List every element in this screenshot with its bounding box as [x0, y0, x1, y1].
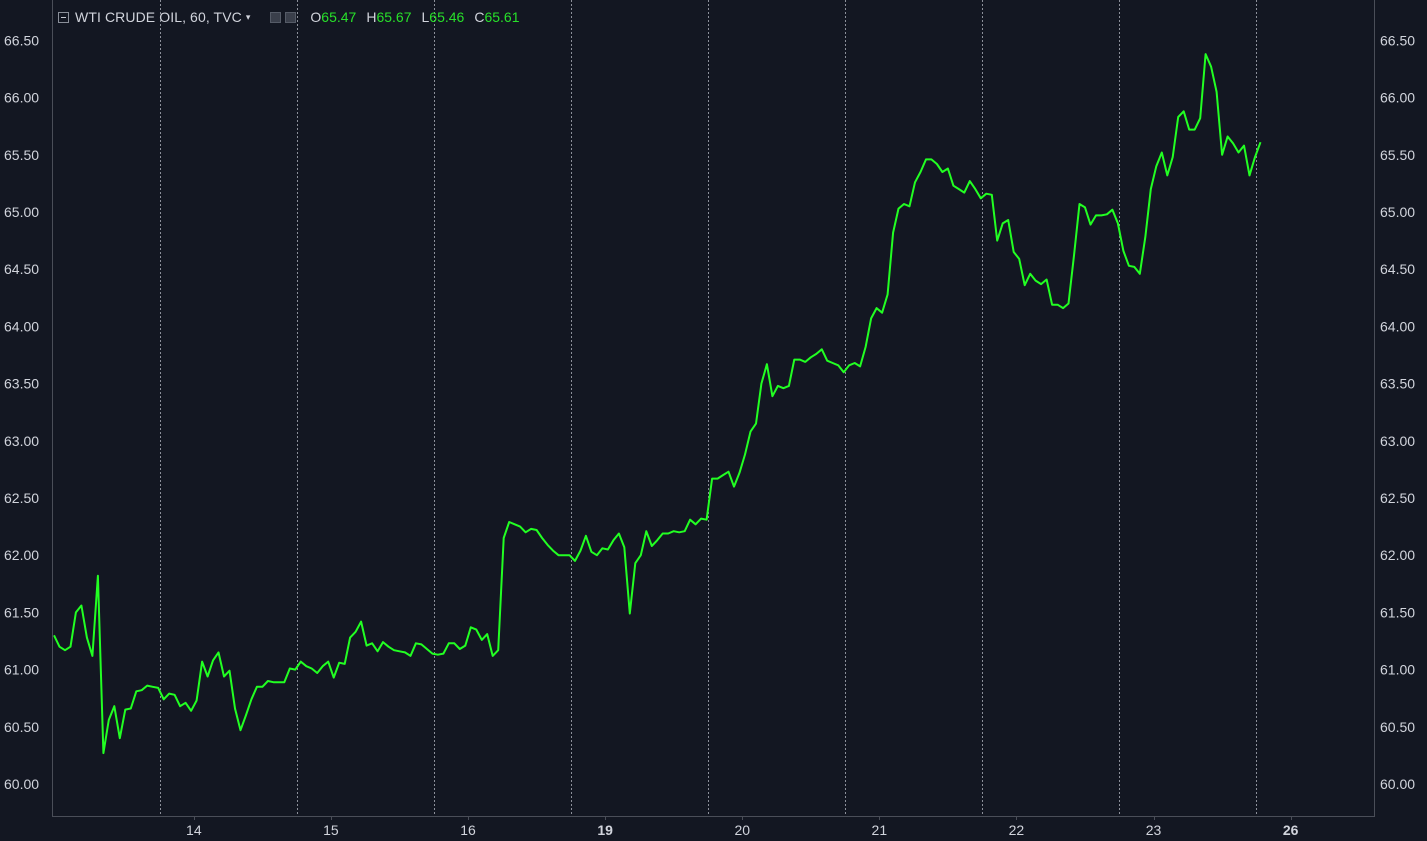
y-tick-label-left: 62.00	[4, 547, 39, 563]
y-tick-label-left: 65.00	[4, 204, 39, 220]
y-tick-label-left: 60.00	[4, 776, 39, 792]
y-tick-label-right: 61.50	[1380, 604, 1415, 620]
session-separators	[160, 0, 1257, 816]
y-tick-label-right: 66.00	[1380, 90, 1415, 106]
y-tick-label-right: 62.50	[1380, 490, 1415, 506]
open-value: O65.47	[310, 9, 357, 25]
series-legend: WTI CRUDE OIL, 60, TVC ▾ O65.47 H65.67 L…	[58, 7, 520, 27]
price-axis-left[interactable]: 60.00 60.50 61.00 61.50 62.00 62.50 63.00 63.50…	[4, 32, 39, 792]
y-tick-label-left: 65.50	[4, 147, 39, 163]
x-tick-label: 19	[597, 822, 613, 838]
time-axis[interactable]: 14 15 16 19 20 21 22 23 26	[186, 816, 1299, 838]
symbol-title[interactable]: WTI CRUDE OIL, 60, TVC	[75, 9, 242, 25]
y-tick-label-left: 63.50	[4, 376, 39, 392]
x-tick-label: 22	[1009, 822, 1025, 838]
visibility-icon[interactable]	[270, 11, 282, 23]
y-tick-label-left: 64.50	[4, 261, 39, 277]
y-tick-label-right: 64.00	[1380, 318, 1415, 334]
close-value: C65.61	[474, 9, 520, 25]
price-line	[53, 53, 1262, 755]
x-tick-label: 20	[734, 822, 750, 838]
chevron-down-icon[interactable]: ▾	[245, 11, 251, 22]
y-tick-label-left: 64.00	[4, 318, 39, 334]
ohlc-values: O65.47 H65.67 L65.46 C65.61	[310, 9, 519, 25]
y-tick-label-left: 62.50	[4, 490, 39, 506]
high-value: H65.67	[366, 9, 412, 25]
y-tick-label-right: 63.50	[1380, 376, 1415, 392]
x-tick-label: 15	[323, 822, 339, 838]
y-tick-label-right: 60.50	[1380, 719, 1415, 735]
y-tick-label-left: 63.00	[4, 433, 39, 449]
y-tick-label-left: 60.50	[4, 719, 39, 735]
y-tick-label-right: 61.00	[1380, 662, 1415, 678]
price-axis-right[interactable]: 60.00 60.50 61.00 61.50 62.00 62.50 63.00 63.50…	[1380, 32, 1415, 792]
x-tick-label: 16	[460, 822, 476, 838]
x-tick-label: 14	[186, 822, 202, 838]
y-tick-label-right: 66.50	[1380, 32, 1415, 48]
y-tick-label-right: 62.00	[1380, 547, 1415, 563]
x-tick-label: 23	[1146, 822, 1162, 838]
low-value: L65.46	[421, 9, 465, 25]
y-tick-label-right: 65.50	[1380, 147, 1415, 163]
y-tick-label-left: 66.00	[4, 90, 39, 106]
y-tick-label-left: 61.00	[4, 662, 39, 678]
x-tick-label: 21	[872, 822, 888, 838]
y-tick-label-right: 60.00	[1380, 776, 1415, 792]
settings-icon[interactable]	[285, 11, 297, 23]
y-tick-label-left: 61.50	[4, 604, 39, 620]
y-tick-label-right: 63.00	[1380, 433, 1415, 449]
y-tick-label-right: 65.00	[1380, 204, 1415, 220]
collapse-legend-icon[interactable]	[58, 11, 69, 23]
x-tick-label: 26	[1283, 822, 1299, 838]
y-tick-label-left: 66.50	[4, 32, 39, 48]
y-tick-label-right: 64.50	[1380, 261, 1415, 277]
